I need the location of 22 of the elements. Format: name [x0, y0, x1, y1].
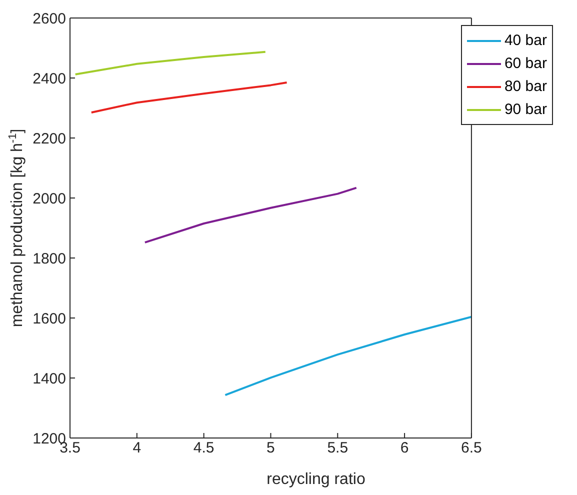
x-tick-label: 6: [400, 440, 409, 457]
x-tick-label: 5: [266, 440, 275, 457]
line-series: [224, 316, 472, 396]
legend-label: 90 bar: [504, 100, 547, 120]
x-tick-label: 4.5: [193, 440, 214, 457]
y-tick-label: 2200: [32, 130, 66, 148]
x-tick-label: 5.5: [327, 440, 348, 457]
y-tick-label: 2000: [32, 190, 66, 208]
line-series: [144, 186, 358, 244]
line-series: [90, 82, 288, 114]
x-axis-title: recycling ratio: [266, 471, 366, 488]
y-tick-label: 1400: [32, 370, 66, 388]
y-tick-label: 2400: [32, 70, 66, 88]
legend-label: 40 bar: [504, 31, 547, 51]
legend-label: 80 bar: [504, 77, 547, 97]
line-series: [74, 50, 266, 76]
legend-label: 60 bar: [504, 54, 547, 74]
y-tick-label: 1600: [32, 310, 66, 328]
y-tick-label: 1800: [32, 250, 66, 268]
x-tick-label: 4: [132, 440, 142, 457]
x-tick-label: 6.5: [461, 440, 482, 457]
y-tick-label: 2600: [32, 10, 66, 28]
